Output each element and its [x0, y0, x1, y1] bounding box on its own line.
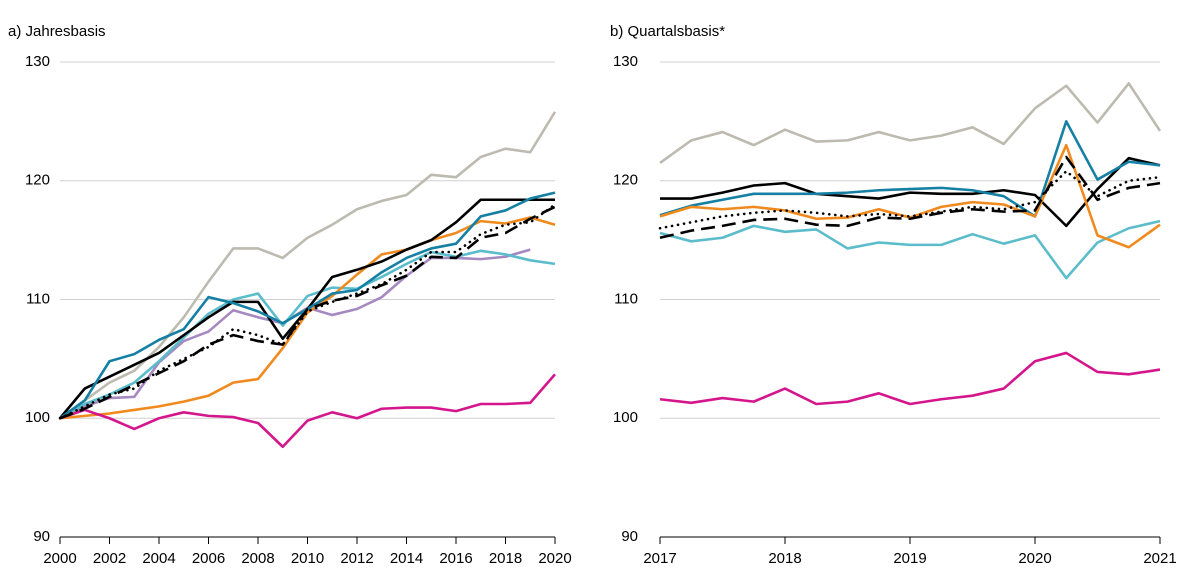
- x-tick-label: 2014: [390, 550, 423, 567]
- data-line: [660, 156, 1161, 228]
- data-line: [59, 248, 531, 420]
- x-tick-label: 2020: [1018, 550, 1051, 567]
- data-line: [59, 111, 557, 420]
- chart-title: b) Quartalsbasis*: [610, 23, 725, 40]
- y-tick-label: 130: [613, 53, 638, 70]
- data-line: [58, 203, 557, 420]
- y-tick-label: 100: [25, 409, 50, 426]
- data-line: [659, 120, 1161, 218]
- data-line: [59, 191, 556, 420]
- x-tick-label: 2000: [43, 550, 76, 567]
- x-tick-label: 2006: [192, 550, 225, 567]
- data-line: [658, 169, 1162, 230]
- y-tick-label: 100: [613, 409, 638, 426]
- x-tick-label: 2019: [893, 550, 926, 567]
- y-tick-label: 130: [25, 53, 50, 70]
- y-tick-label: 110: [26, 290, 50, 307]
- data-line: [59, 373, 556, 449]
- data-line: [59, 249, 556, 420]
- y-tick-label: 120: [25, 172, 50, 189]
- chart-title: a) Jahresbasis: [8, 23, 106, 40]
- x-tick-label: 2004: [142, 550, 175, 567]
- data-line: [659, 219, 1161, 280]
- y-tick-label: 110: [614, 290, 638, 307]
- x-tick-label: 2021: [1143, 550, 1176, 567]
- data-line: [659, 155, 1161, 240]
- x-tick-label: 2018: [768, 550, 801, 567]
- data-line: [659, 351, 1161, 406]
- data-line: [659, 82, 1162, 164]
- x-tick-label: 2012: [340, 550, 373, 567]
- y-tick-label: 120: [613, 172, 638, 189]
- x-tick-label: 2002: [93, 550, 126, 567]
- x-tick-label: 2018: [489, 550, 522, 567]
- x-tick-label: 2010: [291, 550, 324, 567]
- y-tick-label: 90: [621, 528, 638, 545]
- x-tick-label: 2020: [538, 550, 571, 567]
- x-tick-label: 2017: [643, 550, 676, 567]
- x-tick-label: 2008: [241, 550, 274, 567]
- y-tick-label: 90: [33, 528, 50, 545]
- x-tick-label: 2016: [439, 550, 472, 567]
